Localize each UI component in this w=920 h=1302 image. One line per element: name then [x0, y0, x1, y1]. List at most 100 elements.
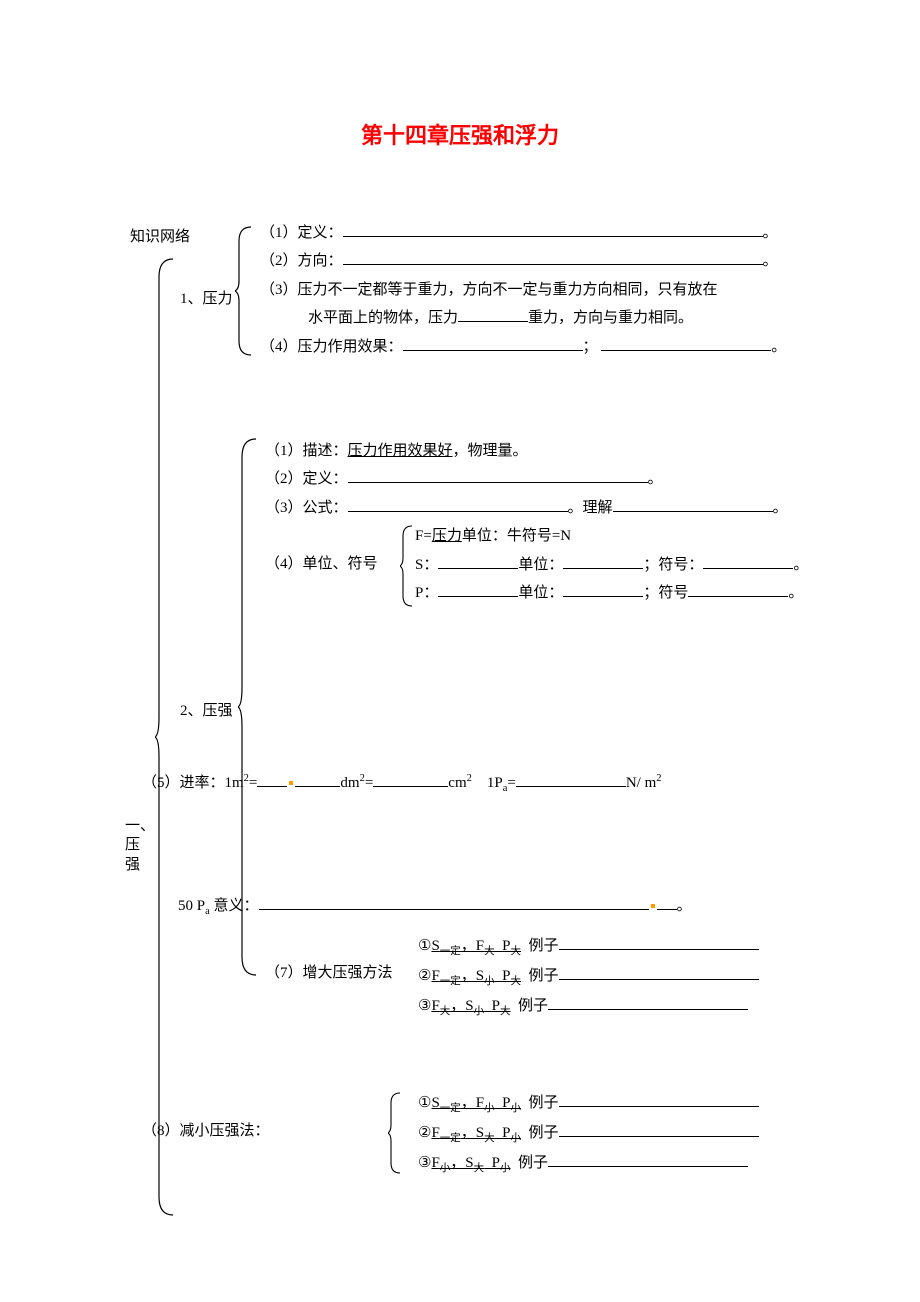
s8-brace — [388, 1091, 402, 1175]
blank — [657, 893, 677, 910]
chapter-title: 第十四章压强和浮力 — [0, 0, 920, 217]
sub-a: a — [503, 783, 508, 794]
t: ① — [418, 938, 431, 954]
t: P — [492, 1155, 500, 1171]
t: ② — [418, 1125, 431, 1141]
sub: 小 — [484, 976, 495, 987]
text: 单位： — [518, 557, 563, 573]
t: ② — [418, 968, 431, 984]
blank — [259, 893, 649, 910]
sub-a: a — [205, 906, 210, 917]
t: F — [431, 1155, 439, 1171]
underlined-text: 压力作用效果好 — [348, 443, 453, 459]
blank — [548, 993, 748, 1010]
sub: 小 — [484, 1103, 495, 1114]
t: 例子 — [518, 1155, 548, 1171]
text: 水平面上的物体，压力 — [308, 310, 458, 326]
s7-l3: ③F大，S小 P大 例子 — [418, 992, 759, 1022]
s2-p4-lines: F=压力单位：牛符号=N S：单位：；符号：。 P：单位：；符号。 — [415, 522, 808, 608]
text: （2）定义： — [265, 471, 348, 487]
blank — [348, 467, 648, 484]
t: ，S — [461, 1125, 484, 1141]
s8-l1: ①S一定，F小 P小 例子 — [418, 1089, 759, 1119]
blank — [438, 552, 518, 569]
orange-dot-icon — [651, 904, 655, 908]
s2-p1: （1）描述：压力作用效果好，物理量。 — [265, 437, 885, 466]
t: ，F — [461, 938, 484, 954]
blank — [516, 770, 626, 787]
sub: 小 — [440, 1163, 451, 1174]
text: S： — [415, 557, 438, 573]
section2-label: 2、压强 — [180, 697, 233, 726]
text: （4）压力作用效果： — [260, 339, 403, 355]
s6-row: 50 Pa 意义：。 — [178, 892, 692, 922]
s2-p4-brace — [400, 524, 414, 608]
underlined-text: 压力 — [432, 528, 462, 544]
t: ① — [418, 1095, 431, 1111]
s2-p4-l2: S：单位：；符号：。 — [415, 551, 808, 580]
s1-p3b: 水平面上的物体，压力 重力，方向与重力相同。 — [260, 304, 880, 333]
text: 单位： — [518, 585, 563, 601]
s7-lines: ①S一定，F大 P大 例子 ②F一定，S小 P大 例子 ③F大，S小 P大 例子 — [418, 932, 759, 1022]
text: N/ m — [626, 775, 656, 791]
s2-p4-l3: P：单位：；符号。 — [415, 579, 808, 608]
text: F= — [415, 528, 432, 544]
s8-l2: ②F一定，S大 P小 例子 — [418, 1119, 759, 1149]
text: dm — [340, 775, 359, 791]
blank — [601, 334, 771, 351]
blank — [703, 552, 793, 569]
blank — [559, 963, 759, 980]
sub: 大 — [440, 1006, 451, 1017]
s1-p2-prefix: （2）方向： — [260, 253, 343, 269]
text: 1P — [487, 775, 503, 791]
text: ；符号： — [643, 557, 703, 573]
blank — [563, 552, 643, 569]
sub: 一定 — [440, 976, 461, 987]
t: F — [431, 968, 439, 984]
s7-l1: ①S一定，F大 P大 例子 — [418, 932, 759, 962]
blank — [688, 581, 788, 598]
orange-dot-icon — [289, 781, 293, 785]
sup2: 2 — [360, 773, 365, 784]
knowledge-network-label: 知识网络 — [130, 223, 190, 252]
blank — [373, 770, 448, 787]
section1-brace — [235, 225, 253, 357]
s1-p1: （1）定义：。 — [260, 219, 880, 248]
sub: 小 — [510, 1133, 521, 1144]
sub: 大 — [510, 976, 521, 987]
sup2: 2 — [467, 773, 472, 784]
blank — [257, 770, 287, 787]
s1-p2: （2）方向：。 — [260, 247, 880, 276]
s5-row: （5）进率：1m2=dm2=cm2 1Pa=N/ m2 — [142, 769, 662, 799]
blank — [343, 220, 763, 237]
sub: 大 — [474, 1163, 485, 1174]
text: ，物理量。 — [453, 443, 528, 459]
sup2: 2 — [656, 773, 661, 784]
t: ，F — [461, 1095, 484, 1111]
s7-label: （7）增大压强方法 — [265, 959, 393, 988]
blank — [559, 1120, 759, 1137]
blank — [559, 1090, 759, 1107]
t: F — [431, 998, 439, 1014]
text: 单位：牛符号=N — [462, 528, 571, 544]
s1-p4: （4）压力作用效果：； 。 — [260, 333, 880, 362]
s8-l3: ③F小，S大 P小 例子 — [418, 1149, 759, 1179]
s1-p3a: （3）压力不一定都等于重力，方向不一定与重力方向相同，只有放在 — [260, 276, 880, 305]
t: S — [431, 1095, 439, 1111]
sub: 一定 — [440, 946, 461, 957]
blank — [613, 495, 773, 512]
blank — [343, 249, 763, 266]
text: 重力，方向与重力相同。 — [528, 310, 693, 326]
text: cm — [448, 775, 466, 791]
sub: 一定 — [440, 1133, 461, 1144]
sub: 大 — [484, 946, 495, 957]
t: ，S — [450, 1155, 473, 1171]
text: 。理解 — [568, 500, 613, 516]
text: ；符号 — [643, 585, 688, 601]
blank — [438, 581, 518, 598]
t: ，S — [450, 998, 473, 1014]
t: 例子 — [528, 968, 558, 984]
s2-p4-l1: F=压力单位：牛符号=N — [415, 522, 808, 551]
s2-p4: （4）单位、符号 F=压力单位：牛符号=N S：单位：；符号：。 P：单位：；符… — [265, 522, 885, 612]
t: ③ — [418, 998, 431, 1014]
